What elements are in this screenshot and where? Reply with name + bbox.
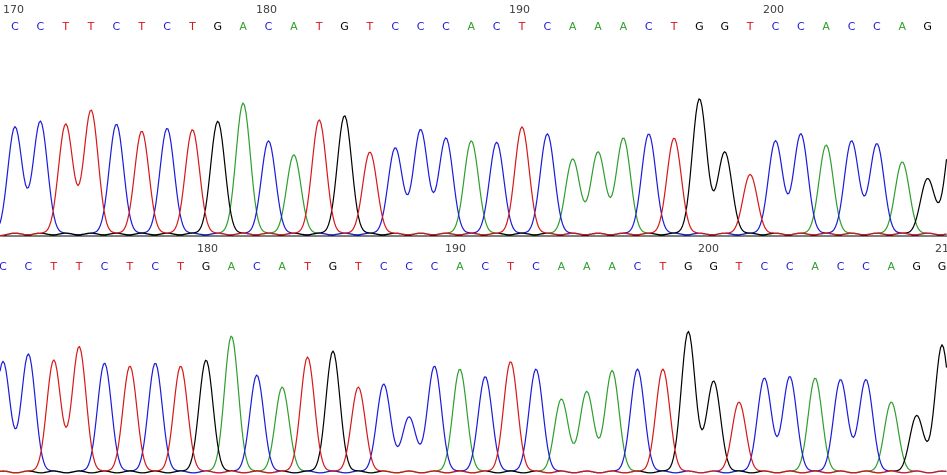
base-call-bottom: C [786, 260, 794, 273]
base-calls-bottom: CCTTCTCTGACATGTCCCACTCAAACTGGTCCACCAGGG [0, 260, 947, 273]
base-call-bottom: T [354, 260, 362, 273]
base-call-top: C [848, 20, 856, 33]
base-call-top: C [645, 20, 653, 33]
base-call-top: T [518, 20, 526, 33]
base-call-bottom: G [912, 260, 921, 273]
base-call-top: A [290, 20, 298, 33]
base-call-top: T [670, 20, 678, 33]
base-call-bottom: C [151, 260, 159, 273]
chromatogram-panel-top: 170 180 190 200 C C T T C T C T G A C A T G T C C C A C T C A A A C T… [0, 3, 947, 237]
position-scale-top: 170 180 190 200 [3, 3, 784, 16]
trace-A-top [0, 102, 947, 237]
base-call-bottom: G [684, 260, 693, 273]
base-call-top: A [822, 20, 830, 33]
base-call-bottom: T [75, 260, 83, 273]
base-call-bottom: C [101, 260, 109, 273]
position-label-bottom: 180 [197, 242, 218, 255]
position-label-top: 180 [256, 3, 277, 16]
position-label-bottom: 21 [935, 242, 947, 255]
base-call-bottom: C [634, 260, 642, 273]
trace-C-top [0, 120, 947, 236]
base-call-top: A [468, 20, 476, 33]
base-call-top: T [746, 20, 754, 33]
base-call-top: C [442, 20, 450, 33]
base-call-top: C [772, 20, 780, 33]
position-label-top: 190 [509, 3, 530, 16]
base-call-bottom: A [583, 260, 591, 273]
trace-C-bottom [0, 353, 947, 474]
base-call-top: G [721, 20, 730, 33]
base-call-bottom: T [735, 260, 743, 273]
base-call-top: T [188, 20, 196, 33]
position-label-top: 200 [763, 3, 784, 16]
base-call-bottom: A [608, 260, 616, 273]
trace-T-bottom [0, 345, 947, 474]
base-call-bottom: C [481, 260, 489, 273]
position-label-top: 170 [3, 3, 24, 16]
trace-T-top [0, 109, 947, 237]
base-call-bottom: C [405, 260, 413, 273]
base-call-bottom: A [888, 260, 896, 273]
base-call-top: A [569, 20, 577, 33]
base-call-top: G [214, 20, 223, 33]
base-call-bottom: G [709, 260, 718, 273]
base-call-top: C [11, 20, 19, 33]
base-call-bottom: C [380, 260, 388, 273]
base-call-bottom: C [0, 260, 7, 273]
base-call-top: A [898, 20, 906, 33]
base-call-bottom: G [329, 260, 338, 273]
base-call-top: C [37, 20, 45, 33]
base-call-bottom: T [506, 260, 514, 273]
base-call-top: C [163, 20, 171, 33]
base-call-top: T [87, 20, 95, 33]
base-call-top: C [417, 20, 425, 33]
base-call-bottom: T [49, 260, 57, 273]
base-call-top: C [113, 20, 121, 33]
base-call-top: G [923, 20, 932, 33]
base-calls-top: CCTTCTCTGACATGTCCCACTCAAACTGGTCCACCAGGG [11, 20, 932, 33]
chromatogram-panel-bottom: 180 190 200 21 C C T T C T C T G A C A T G T C C C A C T C A A A C T G… [0, 242, 947, 474]
base-call-bottom: G [202, 260, 211, 273]
base-call-top: C [493, 20, 501, 33]
base-call-bottom: T [659, 260, 667, 273]
base-call-bottom: C [761, 260, 769, 273]
base-call-bottom: A [278, 260, 286, 273]
traces-top [0, 98, 947, 237]
base-call-bottom: T [303, 260, 311, 273]
base-call-top: A [239, 20, 247, 33]
base-call-top: C [265, 20, 273, 33]
base-call-top: T [61, 20, 69, 33]
base-call-bottom: A [228, 260, 236, 273]
base-call-bottom: A [558, 260, 566, 273]
base-call-bottom: C [862, 260, 870, 273]
position-scale-bottom: 180 190 200 21 [197, 242, 947, 255]
base-call-bottom: G [938, 260, 947, 273]
base-call-bottom: A [811, 260, 819, 273]
base-call-top: G [340, 20, 349, 33]
base-call-top: T [137, 20, 145, 33]
base-call-top: A [594, 20, 602, 33]
base-call-top: C [873, 20, 881, 33]
base-call-top: C [391, 20, 399, 33]
base-call-top: T [366, 20, 374, 33]
base-call-bottom: C [25, 260, 33, 273]
position-label-bottom: 200 [698, 242, 719, 255]
base-call-bottom: A [456, 260, 464, 273]
base-call-top: T [315, 20, 323, 33]
base-call-top: A [620, 20, 628, 33]
traces-bottom [0, 330, 947, 474]
base-call-top: C [544, 20, 552, 33]
base-call-top: C [797, 20, 805, 33]
base-call-bottom: C [431, 260, 439, 273]
base-call-bottom: T [176, 260, 184, 273]
position-label-bottom: 190 [445, 242, 466, 255]
base-call-top: G [695, 20, 704, 33]
base-call-bottom: C [837, 260, 845, 273]
base-call-bottom: T [126, 260, 134, 273]
base-call-bottom: C [253, 260, 261, 273]
base-call-bottom: C [532, 260, 540, 273]
trace-G-top [0, 98, 947, 237]
